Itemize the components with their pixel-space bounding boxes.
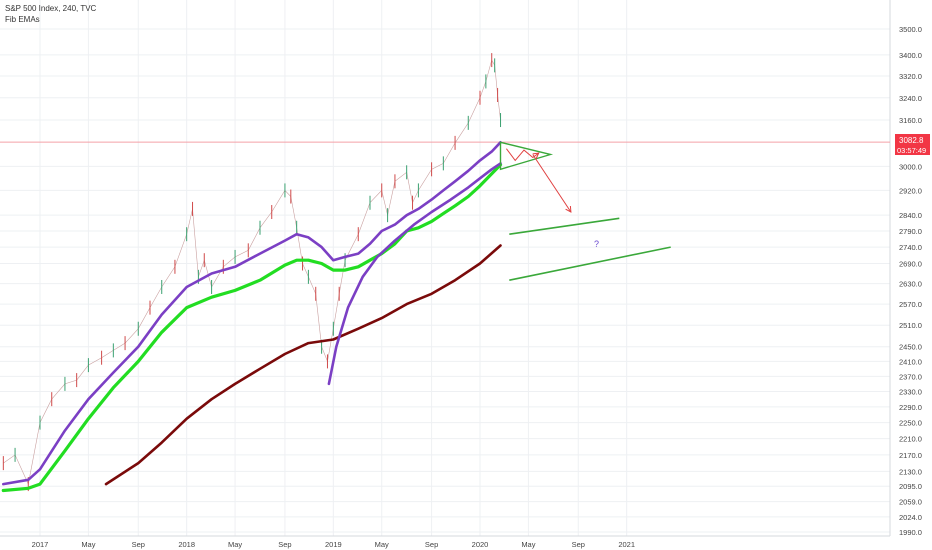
price-bars bbox=[2, 53, 502, 492]
arrow-head bbox=[532, 152, 540, 159]
price-path bbox=[3, 59, 501, 486]
ema-line-1 bbox=[1, 163, 503, 493]
y-tick-label: 3500.0 bbox=[899, 25, 922, 34]
x-tick-label: 2021 bbox=[618, 540, 635, 549]
ema-line-2 bbox=[104, 244, 502, 486]
y-tick-label: 3000.0 bbox=[899, 162, 922, 171]
current-price-tag: 3082.8 03:57:49 bbox=[895, 134, 930, 155]
y-tick-label: 2450.0 bbox=[899, 343, 922, 352]
price-tag-bg bbox=[895, 134, 930, 145]
ema-line-0 bbox=[1, 141, 502, 486]
y-tick-label: 2920.0 bbox=[899, 186, 922, 195]
y-tick-label: 2410.0 bbox=[899, 357, 922, 366]
x-tick-label: May bbox=[228, 540, 242, 549]
y-tick-label: 2570.0 bbox=[899, 300, 922, 309]
y-tick-label: 2170.0 bbox=[899, 451, 922, 460]
countdown-bg bbox=[895, 145, 930, 155]
y-tick-label: 2840.0 bbox=[899, 211, 922, 220]
y-tick-label: 2024.0 bbox=[899, 513, 922, 522]
x-tick-label: May bbox=[375, 540, 389, 549]
ema-series bbox=[1, 141, 503, 493]
y-tick-label: 2510.0 bbox=[899, 321, 922, 330]
trend-line-drawing bbox=[509, 246, 671, 281]
x-tick-label: Sep bbox=[278, 540, 291, 549]
y-tick-label: 2095.0 bbox=[899, 482, 922, 491]
user-drawings[interactable] bbox=[499, 141, 671, 281]
y-tick-label: 2630.0 bbox=[899, 280, 922, 289]
price-tag-value: 3082.8 bbox=[899, 136, 924, 145]
countdown-value: 03:57:49 bbox=[897, 146, 926, 155]
arrow-drawing bbox=[506, 148, 539, 162]
y-tick-label: 2790.0 bbox=[899, 227, 922, 236]
x-tick-label: 2020 bbox=[472, 540, 489, 549]
indicator-label[interactable]: Fib EMAs bbox=[5, 15, 40, 24]
y-tick-label: 2250.0 bbox=[899, 419, 922, 428]
x-tick-label: Sep bbox=[425, 540, 438, 549]
trend-line-drawing bbox=[509, 217, 620, 235]
y-tick-label: 2740.0 bbox=[899, 243, 922, 252]
y-tick-label: 2130.0 bbox=[899, 467, 922, 476]
y-tick-label: 1990.0 bbox=[899, 528, 922, 537]
chart-grid bbox=[0, 0, 891, 537]
arrow-drawing bbox=[532, 154, 572, 213]
triangle-drawing bbox=[499, 141, 554, 171]
x-tick-label: Sep bbox=[572, 540, 585, 549]
x-tick-label: May bbox=[81, 540, 95, 549]
chart-legend[interactable]: S&P 500 Index, 240, TVC Fib EMAs bbox=[5, 3, 96, 25]
y-tick-label: 2059.0 bbox=[899, 498, 922, 507]
x-tick-label: 2018 bbox=[178, 540, 195, 549]
y-tick-label: 2330.0 bbox=[899, 387, 922, 396]
price-axis[interactable]: 3500.0 3400.0 3320.0 3240.0 3160.0 3000.0 2920… bbox=[899, 25, 922, 537]
ema-line-3 bbox=[327, 162, 502, 386]
y-tick-label: 3160.0 bbox=[899, 116, 922, 125]
time-axis[interactable]: 2017 May Sep 2018 May Sep 2019 May Sep 2020 May Sep… bbox=[32, 540, 635, 549]
question-annotation: ? bbox=[594, 239, 599, 249]
x-tick-label: Sep bbox=[132, 540, 145, 549]
y-tick-label: 2690.0 bbox=[899, 259, 922, 268]
y-tick-label: 2290.0 bbox=[899, 403, 922, 412]
symbol-title: S&P 500 Index, 240, TVC bbox=[5, 4, 97, 13]
arrow-head bbox=[565, 205, 572, 213]
y-tick-label: 3400.0 bbox=[899, 51, 922, 60]
y-tick-label: 2210.0 bbox=[899, 435, 922, 444]
y-tick-label: 2370.0 bbox=[899, 372, 922, 381]
x-tick-label: May bbox=[521, 540, 535, 549]
y-tick-label: 3320.0 bbox=[899, 72, 922, 81]
y-tick-label: 3240.0 bbox=[899, 94, 922, 103]
x-tick-label: 2017 bbox=[32, 540, 49, 549]
question-mark-label: ? bbox=[594, 239, 599, 249]
x-tick-label: 2019 bbox=[325, 540, 342, 549]
